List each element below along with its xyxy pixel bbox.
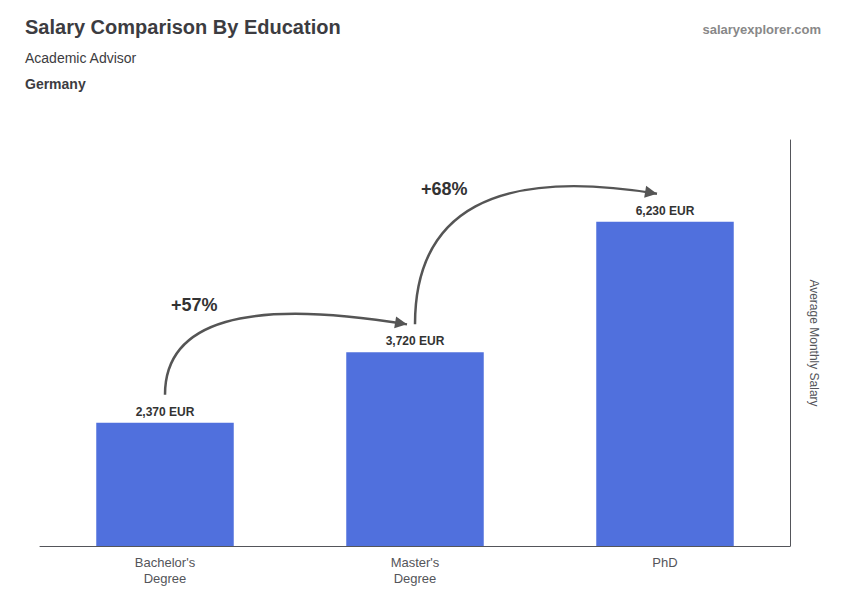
svg-text:Academic Advisor: Academic Advisor: [25, 50, 137, 66]
svg-text:+68%: +68%: [421, 179, 468, 199]
svg-text:salaryexplorer.com: salaryexplorer.com: [702, 22, 821, 37]
svg-text:3,720 EUR: 3,720 EUR: [386, 334, 445, 348]
svg-text:+57%: +57%: [171, 295, 218, 315]
svg-text:Master's: Master's: [391, 555, 440, 570]
svg-text:Germany: Germany: [25, 76, 86, 92]
svg-text:Degree: Degree: [394, 571, 437, 586]
svg-text:Bachelor's: Bachelor's: [135, 555, 196, 570]
svg-text:6,230 EUR: 6,230 EUR: [636, 204, 695, 218]
svg-text:Degree: Degree: [144, 571, 187, 586]
svg-text:2,370 EUR: 2,370 EUR: [136, 405, 195, 419]
svg-text:PhD: PhD: [652, 555, 677, 570]
svg-text:Average Monthly Salary: Average Monthly Salary: [807, 279, 821, 406]
svg-text:Salary Comparison By Education: Salary Comparison By Education: [25, 16, 341, 38]
